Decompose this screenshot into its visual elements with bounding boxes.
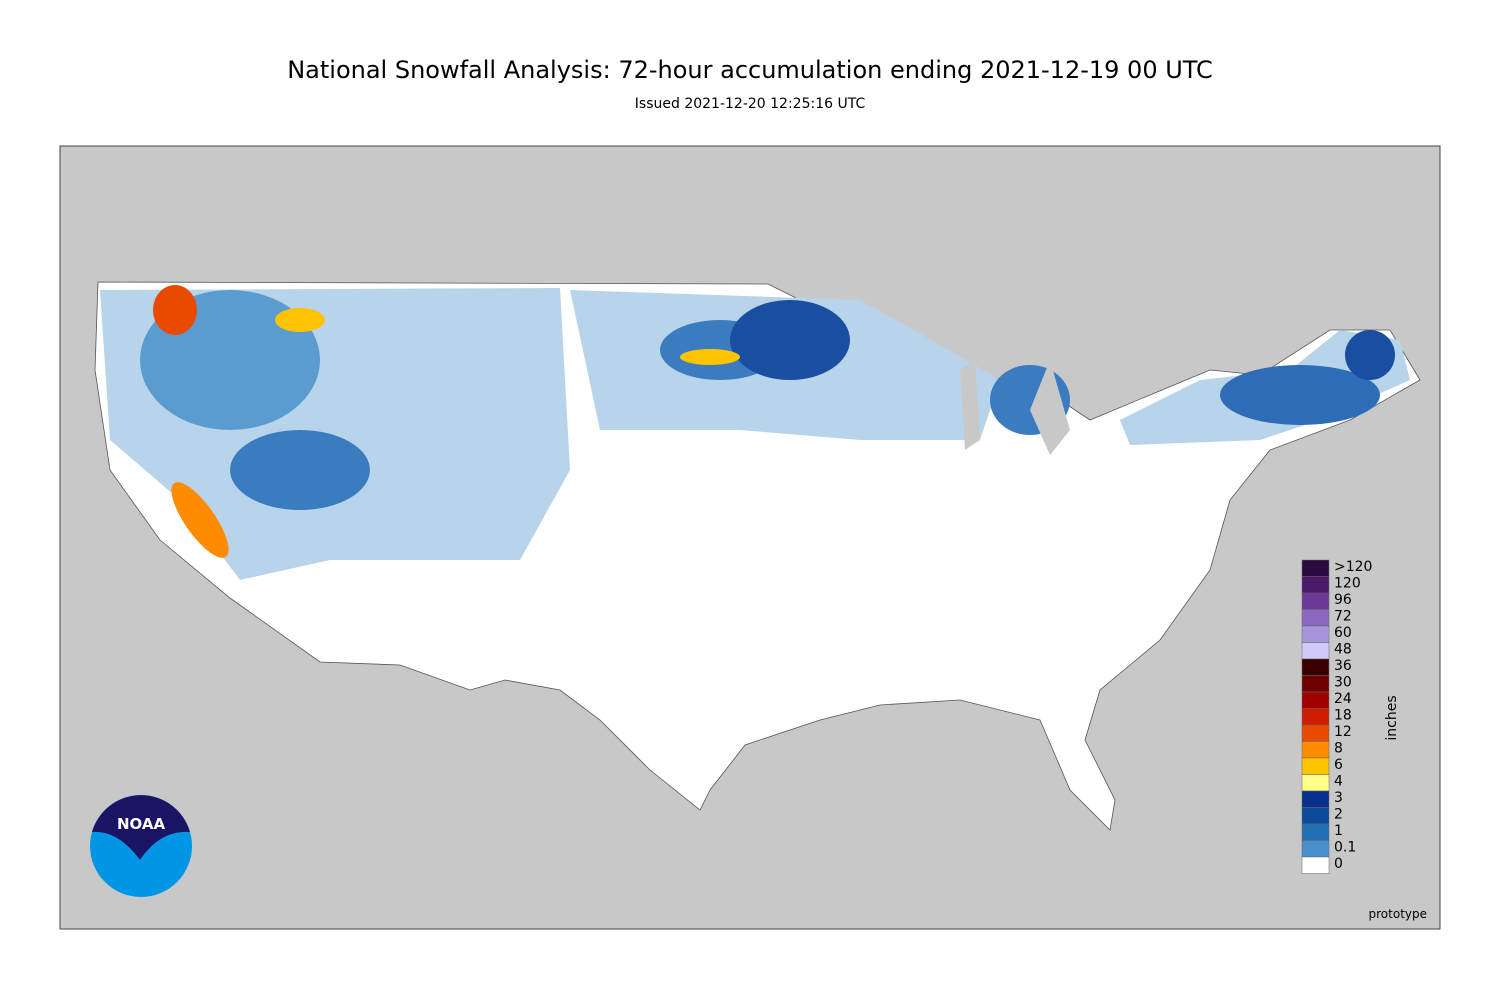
legend-label: 36: [1334, 658, 1352, 674]
snow-extreme: [171, 482, 229, 558]
snow-moderate: [230, 430, 370, 510]
legend-label: 60: [1334, 625, 1352, 641]
legend-swatch: [1301, 856, 1330, 874]
logo-top: [92, 795, 190, 860]
legend-label: 8: [1334, 741, 1343, 757]
prototype-note: prototype: [1369, 907, 1427, 921]
legend-label: 18: [1334, 708, 1352, 724]
noaa-logo: NOAA: [90, 795, 192, 897]
logo-text: NOAA: [117, 815, 166, 833]
legend-swatch: [1301, 741, 1330, 759]
snow-heavy: [1345, 330, 1395, 380]
snow-heavy: [730, 300, 850, 380]
legend-swatch: [1301, 823, 1330, 841]
legend-label: 3: [1334, 790, 1343, 806]
legend-swatch: [1301, 708, 1330, 726]
legend-swatch: [1301, 625, 1330, 643]
legend-swatch: [1301, 757, 1330, 775]
legend-label: 48: [1334, 642, 1352, 658]
legend-swatch: [1301, 774, 1330, 792]
legend-label: 72: [1334, 609, 1352, 625]
legend-unit: inches: [1384, 695, 1400, 740]
snow-areas: [100, 285, 1410, 580]
legend-label: 0: [1334, 856, 1343, 872]
legend-label: 1: [1334, 823, 1343, 839]
legend-label: 24: [1334, 691, 1352, 707]
legend-label: 6: [1334, 757, 1343, 773]
legend-swatch: [1301, 609, 1330, 627]
legend-swatch: [1301, 790, 1330, 808]
title: National Snowfall Analysis: 72-hour accu…: [287, 56, 1213, 84]
legend-swatch: [1301, 807, 1330, 825]
legend-swatch: [1301, 724, 1330, 742]
snow-moderate: [1220, 365, 1380, 425]
legend-swatch: [1301, 592, 1330, 610]
legend-label: 96: [1334, 592, 1352, 608]
legend-label: 12: [1334, 724, 1352, 740]
legend-swatch: [1301, 576, 1330, 594]
snow-extreme: [275, 308, 325, 332]
legend-swatch: [1301, 840, 1330, 858]
subtitle: Issued 2021-12-20 12:25:16 UTC: [635, 96, 866, 112]
legend-label: 2: [1334, 807, 1343, 823]
legend-label: 4: [1334, 774, 1343, 790]
legend-label: 120: [1334, 576, 1361, 592]
great-lakes: [960, 360, 1070, 455]
legend-label: 0.1: [1334, 840, 1356, 856]
legend-swatch: [1301, 658, 1330, 676]
legend-swatch: [1301, 691, 1330, 709]
snow-extreme: [680, 349, 740, 365]
legend-swatch: [1301, 642, 1330, 660]
legend-swatch: [1301, 559, 1330, 577]
legend-label: 30: [1334, 675, 1352, 691]
legend-swatch: [1301, 675, 1330, 693]
legend-label: >120: [1334, 559, 1372, 575]
snow-extreme: [153, 285, 197, 335]
